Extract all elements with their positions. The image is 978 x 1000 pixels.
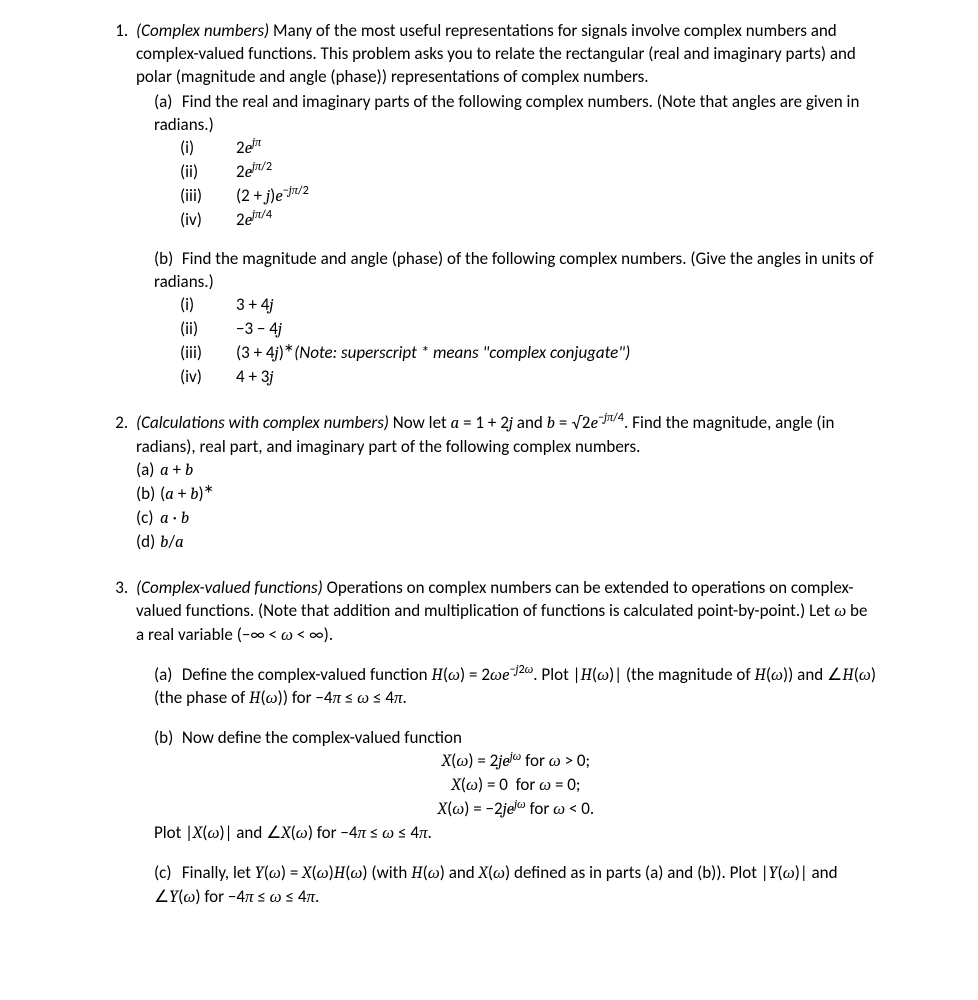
problem-3a: (a) Define the complex-valued function H… (136, 664, 878, 712)
problem-1b-iii-expr: (3 + 4j)∗ (236, 342, 294, 366)
problem-2c-label: (c) (136, 507, 160, 530)
problem-2b-expr: (a + b)∗ (160, 483, 214, 507)
problem-1b-text: Find the magnitude and angle (phase) of … (154, 248, 874, 292)
problem-3a-label: (a) (154, 664, 178, 687)
problem-1a-ii: (ii) 2ejπ/2 (180, 161, 878, 185)
problem-1a-ii-expr: 2ejπ/2 (236, 161, 272, 185)
problem-1b-ii-label: (ii) (180, 318, 236, 342)
problem-3b-label: (b) (154, 727, 178, 750)
problem-1a-iii-label: (iii) (180, 185, 236, 209)
problem-1a-iii-expr: (2 + j)e−jπ/2 (236, 185, 309, 209)
problem-3c: (c) Finally, let Y(ω) = X(ω)H(ω) (with H… (136, 862, 878, 910)
problem-1a: (a) Find the real and imaginary parts of… (136, 91, 878, 233)
problem-1b: (b) Find the magnitude and angle (phase)… (136, 248, 878, 390)
problem-1a-iv-expr: 2ejπ/4 (236, 209, 272, 233)
problem-1-body: (Complex numbers) Many of the most usefu… (132, 20, 878, 390)
problem-2b: (b)(a + b)∗ (136, 483, 878, 507)
problem-1: (Complex numbers) Many of the most usefu… (132, 20, 878, 390)
problem-1b-ii-expr: −3 − 4j (236, 318, 282, 342)
problem-1a-iv: (iv) 2ejπ/4 (180, 209, 878, 233)
problem-1-title: (Complex numbers) (136, 20, 269, 41)
problem-2-body: (Calculations with complex numbers) Now … (132, 412, 878, 555)
problem-3b-line1: X(ω) = 2jejω for ω > 0; (154, 750, 878, 774)
problem-3: (Complex-valued functions) Operations on… (132, 577, 878, 910)
problem-3c-text: Finally, let Y(ω) = X(ω)H(ω) (with H(ω) … (154, 862, 838, 907)
problem-1b-iii-label: (iii) (180, 342, 236, 366)
problem-1b-i-expr: 3 + 4j (236, 294, 274, 318)
problem-1a-items: (i) 2ejπ (ii) 2ejπ/2 (iii) (2 + j)e−jπ/2… (154, 137, 878, 233)
problem-2a: (a)a + b (136, 459, 878, 483)
problem-1b-ii: (ii) −3 − 4j (180, 318, 878, 342)
problem-1a-ii-label: (ii) (180, 161, 236, 185)
problem-1b-iii: (iii) (3 + 4j)∗ (Note: superscript * mea… (180, 342, 878, 366)
problem-3-title: (Complex-valued functions) (136, 577, 323, 598)
problem-2a-expr: a + b (160, 459, 193, 483)
problem-2-items: (a)a + b (b)(a + b)∗ (c)a · b (d)b/a (136, 459, 878, 555)
problem-3-body: (Complex-valued functions) Operations on… (132, 577, 878, 910)
problem-1b-items: (i) 3 + 4j (ii) −3 − 4j (iii) (3 + 4j)∗ … (154, 294, 878, 390)
problem-1b-i: (i) 3 + 4j (180, 294, 878, 318)
problem-2d: (d)b/a (136, 531, 878, 555)
problem-1b-iv-expr: 4 + 3j (236, 366, 274, 390)
problem-2b-label: (b) (136, 483, 160, 506)
problem-3b-tail: Plot |X(ω)| and ∠X(ω) for −4π ≤ ω ≤ 4π. (154, 822, 878, 846)
problem-1b-i-label: (i) (180, 294, 236, 318)
problem-3b-lead: Now define the complex-valued function (182, 727, 462, 748)
problem-1b-iv: (iv) 4 + 3j (180, 366, 878, 390)
problem-3a-text: Define the complex-valued function H(ω) … (154, 664, 876, 709)
problem-1a-iii: (iii) (2 + j)e−jπ/2 (180, 185, 878, 209)
problem-1a-text: Find the real and imaginary parts of the… (154, 91, 859, 135)
problem-3c-label: (c) (154, 862, 178, 885)
page: (Complex numbers) Many of the most usefu… (0, 0, 978, 962)
problem-1b-iv-label: (iv) (180, 366, 236, 390)
problem-2c-expr: a · b (160, 507, 189, 531)
problem-3b-line3: X(ω) = −2jejω for ω < 0. (154, 798, 878, 822)
problem-1a-iv-label: (iv) (180, 209, 236, 233)
problem-2d-expr: b/a (160, 531, 184, 555)
problem-1a-label: (a) (154, 91, 178, 114)
problem-2d-label: (d) (136, 531, 160, 554)
problem-3b: (b) Now define the complex-valued functi… (136, 727, 878, 846)
problem-1b-iii-note: (Note: superscript * means "complex conj… (294, 342, 630, 366)
problem-2c: (c)a · b (136, 507, 878, 531)
problem-2a-label: (a) (136, 459, 160, 482)
problem-1a-i-expr: 2ejπ (236, 137, 261, 161)
problem-2: (Calculations with complex numbers) Now … (132, 412, 878, 555)
problem-1a-i: (i) 2ejπ (180, 137, 878, 161)
problem-2-title: (Calculations with complex numbers) (136, 412, 389, 433)
problem-3b-line2: X(ω) = 0 for ω = 0; (154, 774, 878, 798)
problem-1a-i-label: (i) (180, 137, 236, 161)
problem-list: (Complex numbers) Many of the most usefu… (100, 20, 878, 910)
problem-1b-label: (b) (154, 248, 178, 271)
